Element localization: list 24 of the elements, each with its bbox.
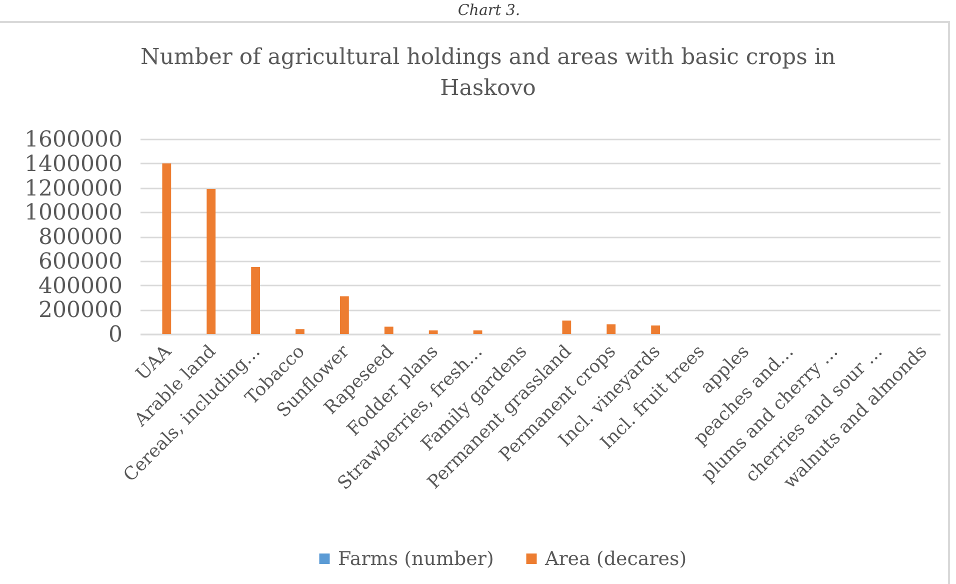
- bar: [340, 296, 349, 334]
- y-tick-label: 1600000: [24, 128, 122, 152]
- legend-label: Farms (number): [338, 548, 494, 570]
- y-tick-label: 1000000: [24, 200, 122, 226]
- y-tick-label: 1200000: [24, 176, 122, 202]
- bar: [384, 326, 394, 334]
- y-tick-label: 0: [108, 322, 122, 348]
- bar: [251, 266, 260, 334]
- bar: [206, 188, 216, 334]
- bar: [562, 320, 572, 334]
- legend-label: Area (decares): [544, 548, 687, 570]
- bar: [651, 325, 660, 334]
- bar: [162, 163, 172, 334]
- y-tick-label: 1400000: [24, 152, 122, 177]
- y-tick-label: 800000: [38, 225, 122, 250]
- chart-title: Number of agricultural holdings and areas with basic crops in Haskovo: [140, 45, 836, 101]
- bar: [606, 324, 616, 334]
- caption: Chart 3.: [456, 0, 522, 20]
- bar: [296, 329, 304, 334]
- bar: [428, 330, 438, 334]
- y-tick-label: 600000: [38, 249, 122, 274]
- bar: [473, 330, 482, 334]
- y-tick-label: 400000: [38, 274, 122, 299]
- y-tick-label: 200000: [38, 298, 122, 324]
